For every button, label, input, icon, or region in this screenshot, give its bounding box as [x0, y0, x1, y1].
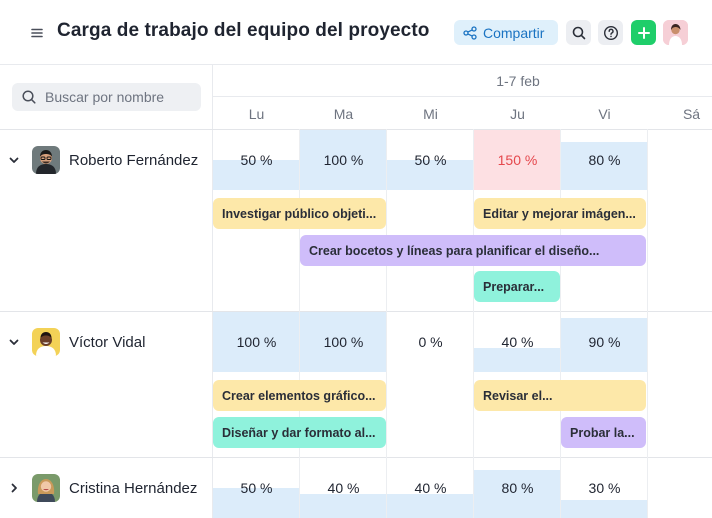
load-bar [387, 160, 473, 190]
share-icon [463, 25, 477, 40]
row-divider [0, 457, 712, 458]
chevron-right-icon[interactable] [8, 482, 20, 494]
load-bar [474, 470, 560, 518]
load-value: 50 % [240, 152, 273, 168]
avatar [32, 328, 60, 356]
load-value: 90 % [588, 334, 621, 350]
week-label: 1-7 feb [496, 73, 540, 89]
load-value: 50 % [240, 480, 273, 496]
task-bar[interactable]: Crear bocetos y líneas para planificar e… [300, 235, 646, 266]
load-bar-overload [474, 130, 560, 190]
avatar [32, 474, 60, 502]
load-value: 40 % [414, 480, 447, 496]
day-header-thu: Ju [510, 106, 525, 122]
person-name: Cristina Hernández [69, 480, 198, 497]
search-field[interactable] [12, 83, 201, 111]
load-bar [387, 494, 473, 518]
day-header-fri: Vi [598, 106, 611, 122]
grid-line [0, 129, 712, 130]
load-value: 0 % [418, 334, 443, 350]
search-icon [22, 90, 36, 104]
load-value: 80 % [501, 480, 534, 496]
search-button[interactable] [566, 20, 591, 45]
help-button[interactable] [598, 20, 623, 45]
task-bar[interactable]: Diseñar y dar formato al... [213, 417, 386, 448]
grid-line [473, 129, 474, 518]
load-bar [213, 488, 299, 518]
load-value: 40 % [327, 480, 360, 496]
chevron-down-icon[interactable] [8, 336, 20, 348]
share-label: Compartir [483, 24, 545, 41]
task-bar[interactable]: Crear elementos gráfico... [213, 380, 386, 411]
task-bar[interactable]: Revisar el... [474, 380, 646, 411]
load-bar [300, 312, 386, 372]
load-bar [561, 318, 647, 372]
search-input[interactable] [45, 89, 195, 105]
grid-line [647, 129, 648, 518]
add-button[interactable] [631, 20, 656, 45]
task-bar[interactable]: Preparar... [474, 271, 560, 302]
grid-line [386, 129, 387, 518]
grid-line [299, 129, 300, 518]
task-bar[interactable]: Probar la... [561, 417, 646, 448]
menu-icon [31, 28, 43, 38]
load-value: 80 % [588, 152, 621, 168]
share-button[interactable]: Compartir [454, 20, 558, 45]
chevron-down-icon[interactable] [8, 154, 20, 166]
task-bar[interactable]: Editar y mejorar imágen... [474, 198, 646, 229]
task-bar[interactable]: Investigar público objeti... [213, 198, 386, 229]
search-icon [572, 26, 585, 39]
load-value: 50 % [414, 152, 447, 168]
load-value: 100 % [323, 152, 364, 168]
person-name: Víctor Vidal [69, 334, 146, 351]
load-bar [561, 500, 647, 518]
column-divider [212, 65, 213, 518]
day-header-tue: Ma [333, 106, 354, 122]
avatar [32, 146, 60, 174]
load-bar [300, 130, 386, 190]
load-bar [213, 312, 299, 372]
load-value: 40 % [501, 334, 534, 350]
load-bar [300, 494, 386, 518]
load-bar [561, 142, 647, 190]
load-value-overload: 150 % [497, 152, 538, 168]
person-name: Roberto Fernández [69, 152, 199, 169]
load-value: 30 % [588, 480, 621, 496]
help-icon [603, 25, 618, 40]
day-header-wed: Mi [423, 106, 438, 122]
grid-line [560, 129, 561, 518]
plus-icon [637, 26, 650, 39]
header-divider [213, 96, 712, 97]
load-bar [213, 160, 299, 190]
load-bar [474, 348, 560, 372]
day-header-mon: Lu [248, 106, 265, 122]
row-divider [0, 311, 712, 312]
page-title: Carga de trabajo del equipo del proyecto [57, 20, 430, 41]
app-header: Carga de trabajo del equipo del proyecto… [0, 0, 712, 65]
load-value: 100 % [323, 334, 364, 350]
load-value: 100 % [236, 334, 277, 350]
day-header-sat: Sá [682, 106, 701, 122]
user-avatar[interactable] [663, 20, 688, 45]
menu-button[interactable] [24, 20, 50, 46]
